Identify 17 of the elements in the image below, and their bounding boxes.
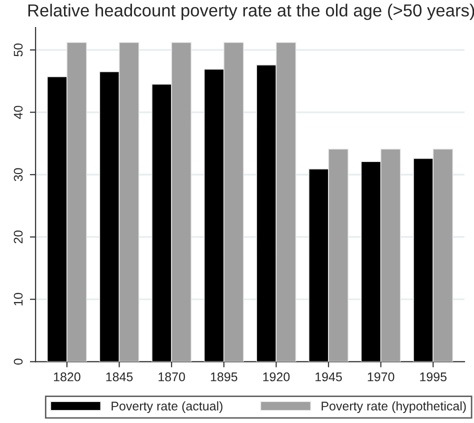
x-tick-label: 1820 [54,372,80,382]
x-tick-label: 1970 [368,372,394,382]
y-tick-label: 40 [14,106,23,119]
x-tick-label: 1870 [158,372,185,382]
x-tick-label: 1920 [263,372,290,382]
y-tick-label: 30 [14,168,23,182]
x-tick-label: 1845 [106,372,133,382]
x-tick-label: 1995 [420,372,447,382]
legend-label: Poverty rate (actual) [112,401,222,413]
x-tick-label: 1945 [316,372,342,382]
y-tick-label: 20 [14,230,23,244]
y-tick-label: 0 [14,358,23,365]
legend-label: Poverty rate (hypothetical) [322,401,466,413]
y-tick-label: 10 [14,292,23,306]
x-tick-label: 1895 [210,372,238,382]
y-tick-label: 50 [14,43,23,56]
chart-title: Relative headcount poverty rate at the old age (>50 years) [28,4,474,20]
